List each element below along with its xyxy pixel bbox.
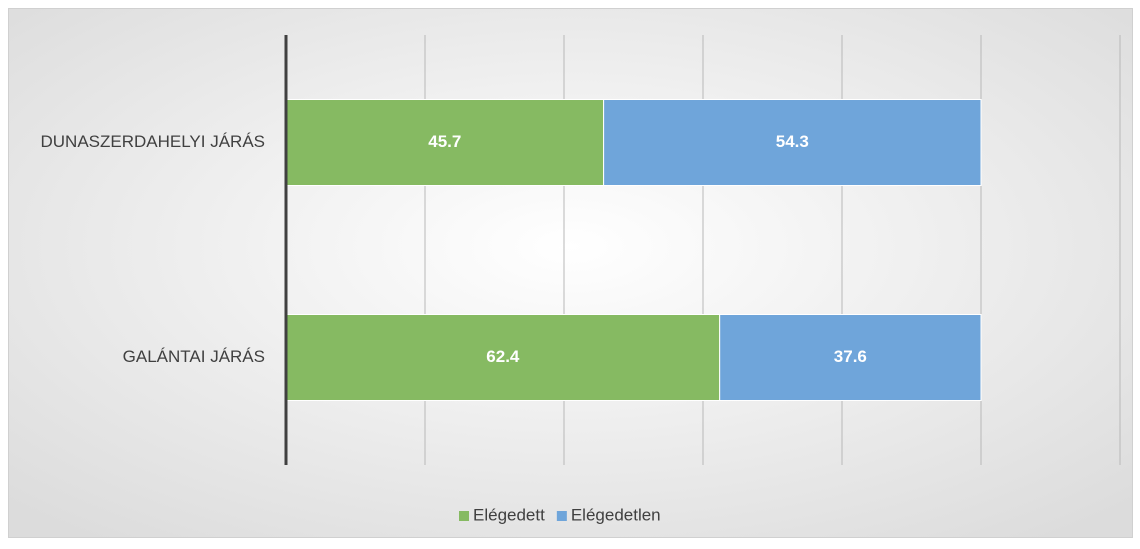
data-label: 37.6 <box>834 347 867 366</box>
legend-label: Elégedett <box>473 505 545 524</box>
y-tick-label: GALÁNTAI JÁRÁS <box>123 347 265 366</box>
y-tick-label: DUNASZERDAHELYI JÁRÁS <box>40 132 265 151</box>
bar-segment <box>285 314 721 401</box>
data-label: 45.7 <box>428 132 461 151</box>
legend-label: Elégedetlen <box>571 505 661 524</box>
chart-background <box>8 8 1133 538</box>
legend-swatch <box>556 511 567 521</box>
bar-segment <box>719 314 982 401</box>
data-label: 54.3 <box>776 132 809 151</box>
legend-swatch <box>459 511 469 521</box>
data-label: 62.4 <box>486 347 520 366</box>
bar-segment <box>603 99 982 186</box>
